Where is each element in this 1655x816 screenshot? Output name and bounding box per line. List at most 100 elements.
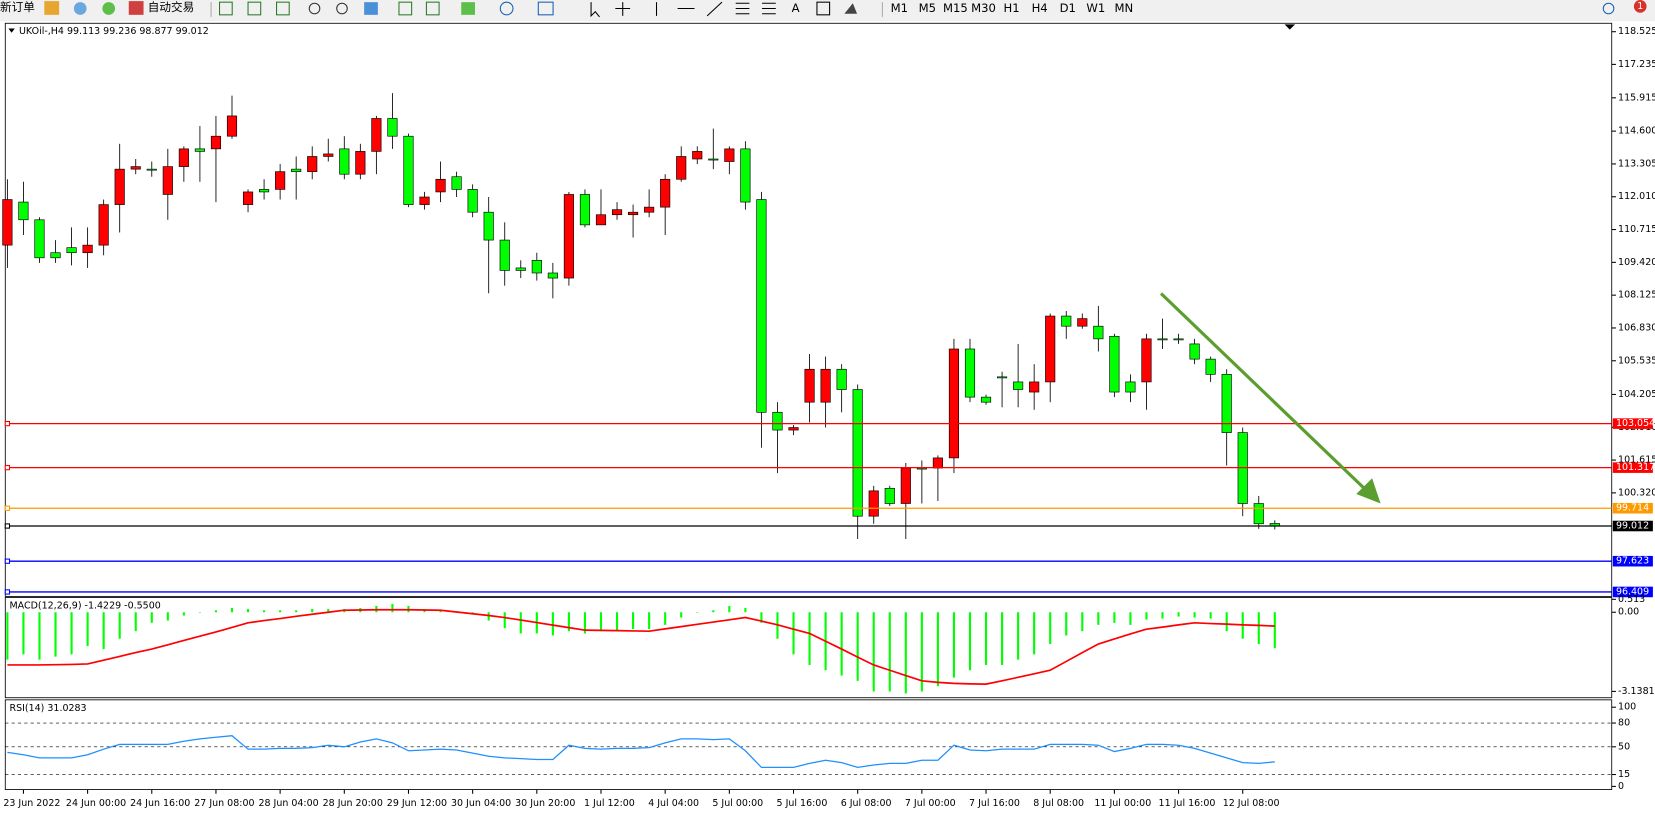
- macd-bar: [439, 610, 442, 613]
- macd-bar: [1113, 612, 1116, 623]
- macd-bar: [1049, 612, 1052, 645]
- candle-body: [146, 168, 157, 171]
- timeframe-button[interactable]: MN: [1115, 1, 1134, 15]
- y-tick-label: 112.010: [1618, 191, 1655, 202]
- line-chart-tool[interactable]: [276, 1, 290, 16]
- candle-body: [403, 135, 414, 205]
- candle-body: [1013, 381, 1024, 390]
- macd-bar: [615, 612, 619, 632]
- candle-body: [323, 153, 334, 157]
- macd-bar: [327, 608, 330, 613]
- icon[interactable]: [44, 1, 60, 15]
- level-handle: [4, 589, 11, 595]
- timeframe-button[interactable]: M30: [971, 1, 996, 15]
- level-tag: [1612, 520, 1653, 532]
- auto-trading-button[interactable]: 自动交易: [148, 0, 194, 14]
- macd-bar: [968, 612, 972, 671]
- macd-bar: [519, 612, 522, 634]
- macd-bar: [295, 610, 298, 613]
- x-tick-label: 1 Jul 12:00: [584, 798, 635, 809]
- candle-body: [1189, 343, 1200, 360]
- plot-layer: 118.525 117.235 115.915 114.600 113.305 112.0…: [2, 26, 1655, 809]
- timeframe-button[interactable]: M1: [891, 1, 908, 15]
- candle-chart-tool[interactable]: [247, 1, 262, 16]
- macd-bar: [648, 612, 651, 630]
- icon[interactable]: [102, 2, 116, 15]
- candle-body: [1029, 381, 1040, 393]
- x-tick-label: 28 Jun 04:00: [258, 798, 318, 809]
- new-order-button[interactable]: 新订单: [0, 0, 35, 14]
- label-tool[interactable]: [816, 1, 831, 16]
- chart-shift-marker: [1284, 24, 1296, 30]
- candle-body: [467, 189, 478, 213]
- timeframe-button[interactable]: M5: [919, 1, 936, 15]
- candle-body: [1061, 315, 1072, 327]
- candle-body: [708, 158, 719, 161]
- candle-body: [1205, 358, 1216, 375]
- fibonacci-tool[interactable]: [762, 2, 776, 15]
- tile-windows[interactable]: [364, 2, 378, 15]
- toolbar: [0, 0, 1655, 22]
- candle-body: [788, 427, 799, 431]
- level-tag-label: 103.054: [1616, 418, 1655, 429]
- timeframe-button[interactable]: D1: [1060, 1, 1076, 15]
- macd-bar: [22, 612, 25, 655]
- macd-bar: [391, 603, 394, 613]
- chart-shift[interactable]: [425, 1, 440, 16]
- level-tag: [1612, 418, 1653, 429]
- timeframe-button[interactable]: W1: [1086, 1, 1105, 15]
- macd-bar: [54, 612, 57, 657]
- candle-body: [676, 156, 687, 180]
- candle-body: [82, 244, 93, 254]
- timeframe-button[interactable]: H4: [1032, 1, 1048, 15]
- timeframe-button[interactable]: M15: [943, 1, 968, 15]
- trendline-tool[interactable]: [706, 1, 723, 17]
- macd-bar: [230, 607, 234, 613]
- crosshair-tool[interactable]: [615, 2, 631, 16]
- macd-bar: [102, 612, 105, 650]
- notification-count: 1: [1637, 1, 1643, 12]
- periods[interactable]: [499, 1, 514, 16]
- templates[interactable]: [537, 1, 554, 16]
- candle-body: [740, 148, 751, 203]
- text-tool[interactable]: A: [792, 1, 800, 15]
- channel-tool[interactable]: [735, 2, 750, 15]
- zoom-out[interactable]: [336, 2, 348, 15]
- trend-arrow-head: [1356, 478, 1381, 504]
- candle-body: [948, 348, 960, 459]
- macd-bar: [182, 612, 185, 616]
- icon[interactable]: [73, 2, 87, 15]
- macd-bar: [1257, 612, 1260, 645]
- candle-body: [900, 467, 911, 504]
- candle-body: [756, 199, 767, 413]
- y-tick-label: 100.320: [1618, 487, 1655, 498]
- level-tag-label: 99.012: [1616, 521, 1649, 532]
- candle-body: [226, 115, 238, 137]
- indicators[interactable]: [461, 2, 475, 15]
- level-handle: [4, 558, 11, 564]
- y-tick-label: 117.235: [1618, 59, 1655, 70]
- notification-badge[interactable]: [1633, 0, 1647, 13]
- macd-title: MACD(12,26,9) -1.4229 -0.5500: [9, 600, 160, 611]
- macd-bar: [1273, 612, 1276, 649]
- level-tag: [1612, 462, 1653, 473]
- level-handle: [4, 505, 11, 511]
- autoscroll[interactable]: [398, 1, 413, 16]
- timeframe-button[interactable]: H1: [1004, 1, 1020, 15]
- macd-bar: [311, 608, 314, 613]
- auto-trading-icon[interactable]: [128, 1, 144, 15]
- x-tick-label: 8 Jul 08:00: [1033, 798, 1084, 809]
- candle-body: [836, 368, 847, 390]
- level-tag: [1612, 502, 1653, 514]
- level-handle: [4, 420, 11, 427]
- cursor-tool[interactable]: [590, 2, 600, 18]
- y-tick-label: 115.915: [1618, 92, 1655, 103]
- search-button[interactable]: [1602, 2, 1615, 15]
- arrows-tool[interactable]: [844, 3, 858, 14]
- macd-bar: [166, 612, 169, 621]
- candle-body: [1221, 374, 1232, 433]
- y-tick-label: 108.125: [1618, 290, 1655, 301]
- candle-body: [868, 490, 879, 517]
- zoom-in[interactable]: [308, 2, 321, 15]
- bar-chart-tool[interactable]: [219, 1, 233, 16]
